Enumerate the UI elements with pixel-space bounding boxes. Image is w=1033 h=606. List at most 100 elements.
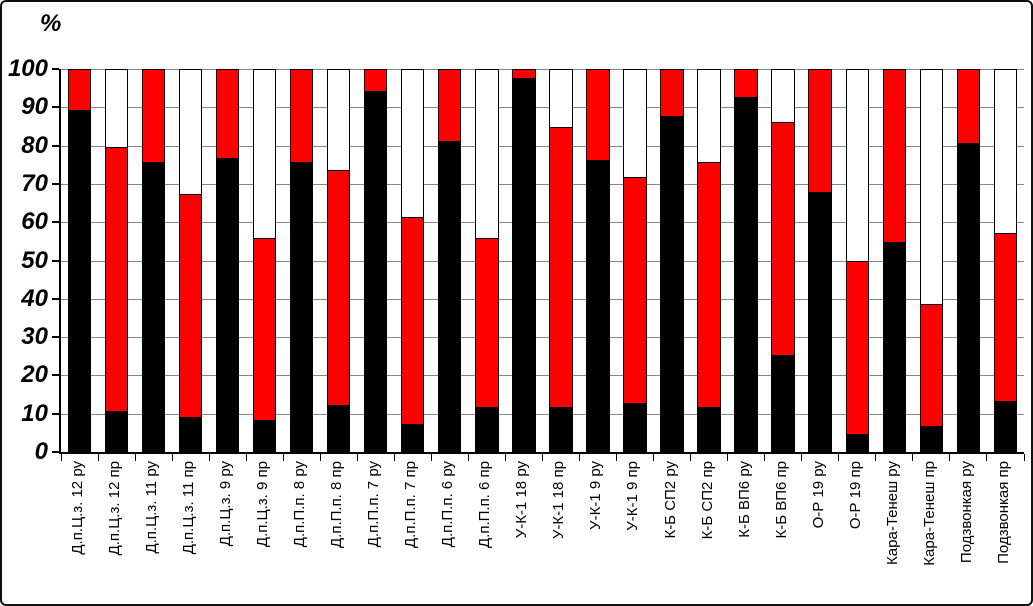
bar-slot [691, 69, 728, 452]
gridline-60 [61, 222, 1024, 224]
y-tick-label-30: 30 [21, 323, 48, 351]
y-tick-20 [52, 374, 59, 377]
x-tick-1 [97, 454, 99, 461]
y-tick-label-20: 20 [21, 361, 48, 389]
x-label-cell: Д.п.П.п. 7 пр [392, 461, 429, 601]
x-category-label: Д.п.П.п. 7 пр [402, 461, 420, 548]
stacked-bar [178, 69, 203, 452]
x-label-cell: Д.п.П.п. 7 ру [355, 461, 392, 601]
black-segment [549, 407, 573, 452]
x-category-label: К-Б ВП6 пр [772, 461, 790, 539]
x-tick-25 [986, 454, 988, 461]
white-segment [549, 69, 573, 129]
red-segment [104, 147, 129, 412]
black-segment [993, 402, 1017, 452]
red-segment [327, 170, 351, 407]
x-label-cell: Подзвонкая ру [948, 461, 985, 601]
black-segment [253, 421, 277, 452]
stacked-bar [771, 69, 795, 452]
stacked-bar [734, 69, 758, 452]
x-tick-14 [579, 454, 581, 461]
x-label-cell: Кара-Тенеш ру [874, 461, 911, 601]
x-category-label: О-Р 19 ру [809, 461, 827, 529]
y-tick-label-90: 90 [21, 93, 48, 121]
white-segment [623, 69, 647, 179]
bar-slot [283, 69, 320, 452]
stacked-bar [845, 69, 869, 452]
white-segment [697, 69, 721, 163]
x-category-label: Д.п.П.п. 6 пр [476, 461, 494, 548]
x-tick-10 [430, 454, 432, 461]
stacked-bar [67, 69, 92, 452]
red-segment [438, 69, 462, 142]
bar-slot [98, 69, 135, 452]
red-segment [919, 304, 943, 428]
black-segment [327, 406, 351, 452]
red-segment [67, 69, 92, 112]
red-segment [771, 122, 795, 357]
x-label-cell: Д.п.П.п. 6 ру [429, 461, 466, 601]
x-category-label: У-К-1 18 ру [513, 461, 531, 539]
black-segment [475, 407, 499, 452]
black-segment [438, 141, 462, 452]
x-category-label: Подзвонкая пр [994, 461, 1012, 564]
black-segment [808, 193, 832, 452]
x-tick-8 [356, 454, 358, 461]
y-axis-title: % [40, 10, 62, 37]
black-segment [290, 162, 314, 452]
stacked-bar [512, 69, 536, 452]
y-tick-100 [52, 68, 59, 70]
black-segment [771, 356, 795, 452]
x-category-label: Кара-Тенеш пр [920, 461, 938, 566]
x-label-cell: К-Б ВП6 ру [726, 461, 763, 601]
stacked-bar [104, 69, 129, 452]
x-tick-18 [727, 454, 729, 461]
x-category-label: К-Б СП2 ру [661, 461, 679, 539]
x-category-label: О-Р 19 пр [846, 461, 864, 530]
red-segment [178, 195, 203, 418]
black-segment [512, 78, 536, 452]
stacked-bar [475, 69, 499, 452]
black-segment [845, 434, 869, 452]
black-segment [623, 404, 647, 452]
x-tick-4 [208, 454, 210, 461]
stacked-bar [290, 69, 314, 452]
red-segment [290, 69, 314, 163]
red-segment [660, 69, 684, 117]
y-tick-40 [52, 297, 59, 300]
x-label-cell: Д.п.Ц.з. 12 пр [96, 461, 133, 601]
x-category-label: Кара-Тенеш ру [883, 461, 901, 565]
white-segment [401, 69, 425, 219]
gridline-20 [61, 375, 1024, 377]
x-category-label: Д.п.П.п. 8 пр [328, 461, 346, 548]
x-tick-13 [542, 454, 543, 461]
x-category-label: Д.п.Ц.з. 11 пр [180, 461, 198, 555]
x-tick-22 [875, 454, 877, 461]
white-segment [771, 69, 795, 123]
x-tick-21 [838, 454, 840, 461]
x-tick-23 [912, 454, 914, 461]
red-segment [364, 69, 388, 92]
x-category-label: Д.п.Ц.з. 9 ру [217, 461, 235, 547]
stacked-bar [919, 69, 943, 452]
black-segment [401, 425, 425, 452]
x-label-cell: Д.п.П.п. 6 пр [466, 461, 503, 601]
x-category-label: Д.п.Ц.з. 12 ру [69, 461, 87, 555]
gridline-70 [61, 183, 1024, 185]
x-label-cell: Д.п.П.п. 8 пр [318, 461, 355, 601]
y-tick-label-80: 80 [21, 131, 48, 159]
x-label-cell: Д.п.Ц.з. 11 ру [133, 461, 170, 601]
stacked-bar [808, 69, 832, 452]
black-segment [178, 417, 203, 452]
gridline-10 [61, 413, 1024, 415]
black-segment [586, 160, 610, 452]
y-tick-90 [52, 106, 59, 109]
x-tick-11 [467, 454, 469, 461]
black-segment [919, 427, 943, 452]
x-tick-6 [282, 454, 284, 461]
gridline-80 [61, 145, 1024, 147]
y-tick-30 [52, 336, 59, 339]
x-tick-12 [504, 454, 506, 461]
bar-slot [802, 69, 839, 452]
stacked-bar [215, 69, 240, 452]
